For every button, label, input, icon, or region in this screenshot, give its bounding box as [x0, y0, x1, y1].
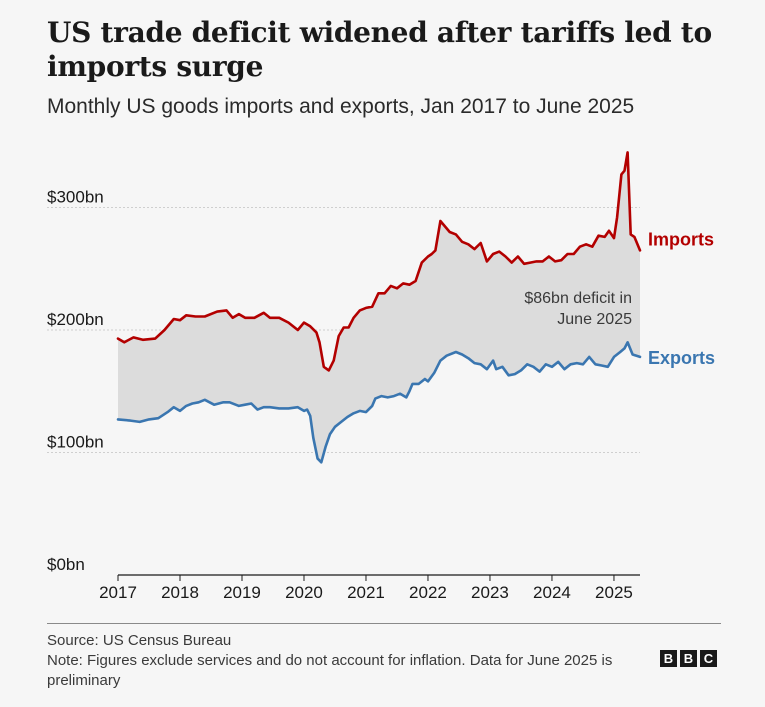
x-tick-label: 2018	[161, 583, 199, 602]
series-line-exports	[116, 341, 642, 464]
x-tick-label: 2017	[99, 583, 137, 602]
y-tick-label: $300bn	[47, 188, 104, 207]
series-label-imports: Imports	[648, 229, 714, 249]
y-tick-label: $200bn	[47, 310, 104, 329]
x-tick-label: 2021	[347, 583, 385, 602]
x-tick-label: 2022	[409, 583, 447, 602]
x-tick-label: 2025	[595, 583, 633, 602]
footer-divider	[47, 623, 721, 624]
deficit-annotation: $86bn deficit in	[524, 290, 632, 307]
y-tick-label: $100bn	[47, 433, 104, 452]
y-tick-label: $0bn	[47, 555, 85, 574]
series-line-imports	[116, 151, 642, 372]
x-tick-label: 2024	[533, 583, 571, 602]
chart-title: US trade deficit widened after tariffs l…	[47, 16, 712, 83]
x-tick-label: 2019	[223, 583, 261, 602]
bbc-logo-block: C	[700, 650, 717, 667]
deficit-band	[118, 152, 640, 463]
source-text: Source: US Census Bureau	[47, 632, 232, 649]
chart-subtitle: Monthly US goods imports and exports, Ja…	[47, 95, 635, 118]
series-label-exports: Exports	[648, 348, 715, 368]
x-tick-label: 2020	[285, 583, 323, 602]
x-tick-label: 2023	[471, 583, 509, 602]
deficit-annotation: June 2025	[557, 311, 632, 328]
note-text: Note: Figures exclude services and do no…	[47, 652, 613, 689]
bbc-logo-block: B	[680, 650, 697, 667]
bbc-logo: B B C	[660, 650, 717, 667]
bbc-logo-block: B	[660, 650, 677, 667]
